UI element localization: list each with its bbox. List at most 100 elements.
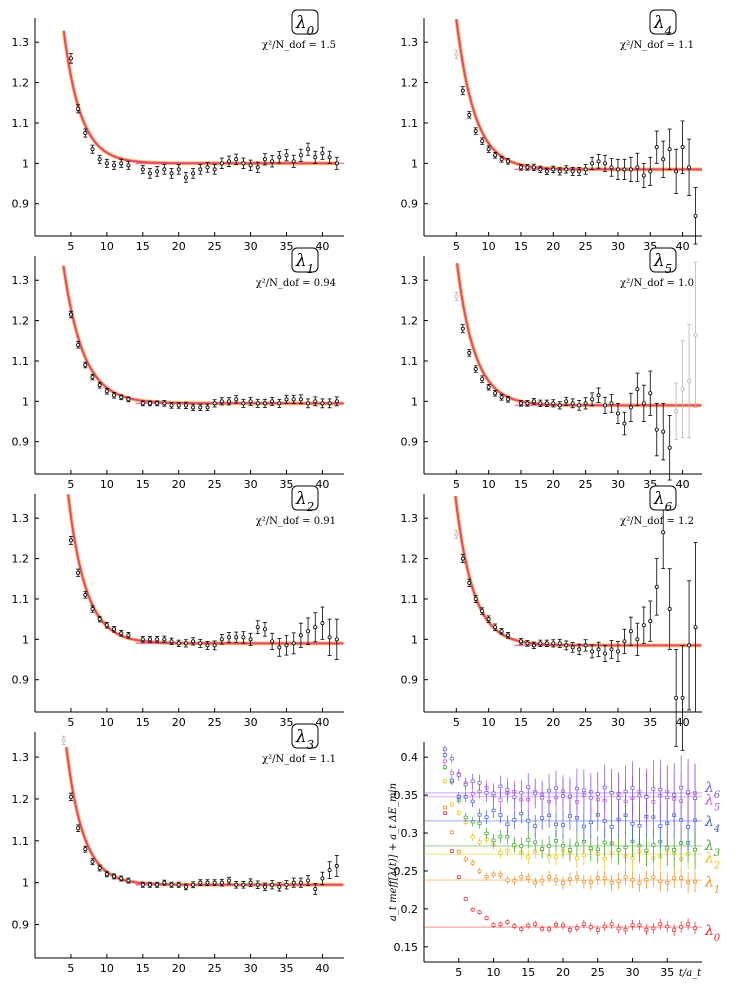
- y-tick-label: 1: [22, 633, 29, 646]
- marker: [473, 596, 478, 601]
- x-tick-label: 20: [546, 240, 560, 253]
- marker: [219, 399, 224, 404]
- x-tick-label: 15: [514, 716, 528, 729]
- data-point: [470, 816, 475, 827]
- level-label: λ5: [704, 793, 720, 814]
- marker: [595, 876, 600, 880]
- marker: [277, 155, 282, 160]
- data-point: [538, 165, 543, 174]
- data-point: [456, 792, 461, 802]
- data-point: [119, 875, 124, 882]
- data-point: [581, 919, 586, 929]
- marker: [313, 399, 318, 404]
- x-tick-label: 5: [455, 966, 462, 979]
- marker: [648, 619, 653, 624]
- marker: [679, 925, 684, 929]
- marker: [635, 637, 640, 642]
- data-point: [574, 832, 579, 857]
- marker: [162, 401, 167, 406]
- data-point: [486, 383, 491, 391]
- x-tick-label: 5: [453, 478, 460, 491]
- marker: [97, 383, 102, 388]
- marker: [674, 169, 679, 174]
- marker: [547, 875, 552, 879]
- data-point: [581, 874, 586, 889]
- data-point: [518, 638, 523, 645]
- marker: [480, 377, 485, 382]
- panel-label: λ2: [295, 489, 314, 514]
- marker: [595, 847, 600, 851]
- marker: [449, 756, 454, 761]
- marker: [212, 643, 217, 648]
- y-axis-title: a_t meff[λ(t)] + a_t ΔE_min: [388, 783, 399, 921]
- data-point: [644, 768, 649, 826]
- marker: [491, 923, 496, 927]
- marker: [623, 927, 628, 932]
- marker: [212, 167, 217, 172]
- data-point: [456, 769, 461, 781]
- data-point: [320, 606, 325, 640]
- x-tick-label: 30: [626, 966, 640, 979]
- marker: [97, 617, 102, 622]
- marker: [126, 633, 131, 638]
- marker: [526, 923, 531, 928]
- data-point: [480, 607, 485, 615]
- data-point: [97, 381, 102, 389]
- marker: [518, 401, 523, 406]
- marker: [442, 805, 447, 810]
- x-tick-label: 40: [315, 716, 329, 729]
- marker: [531, 643, 536, 648]
- marker: [648, 169, 653, 174]
- data-point: [320, 871, 325, 886]
- y-tick-label: 1.1: [401, 355, 419, 368]
- marker: [176, 403, 181, 408]
- marker: [126, 397, 131, 402]
- x-tick-label: 25: [579, 478, 593, 491]
- data-point: [112, 626, 117, 633]
- marker: [561, 844, 565, 848]
- data-point: [574, 923, 579, 933]
- data-point: [564, 640, 569, 651]
- data-point: [596, 387, 601, 403]
- data-point: [484, 783, 489, 802]
- marker: [512, 818, 517, 822]
- marker: [616, 926, 621, 931]
- data-point: [506, 396, 511, 403]
- data-point: [291, 394, 296, 404]
- data-point: [477, 837, 482, 847]
- x-tick-label: 40: [315, 478, 329, 491]
- y-tick-label: 1.3: [12, 274, 30, 287]
- marker: [561, 794, 565, 798]
- x-tick-label: 20: [546, 478, 560, 491]
- data-point: [147, 168, 152, 179]
- data-point: [615, 402, 620, 424]
- marker: [554, 878, 559, 882]
- x-tick-label: 25: [208, 962, 222, 975]
- data-point: [270, 396, 275, 406]
- data-point: [648, 156, 653, 186]
- x-tick-label: 35: [280, 962, 294, 975]
- data-point: [313, 396, 318, 407]
- data-point: [169, 402, 174, 409]
- data-point: [616, 773, 621, 824]
- x-tick-label: 15: [521, 966, 535, 979]
- marker: [255, 882, 260, 887]
- data-point: [533, 920, 538, 928]
- marker: [119, 876, 124, 881]
- marker: [512, 795, 517, 799]
- marker: [191, 639, 196, 644]
- data-point: [554, 811, 559, 838]
- marker: [667, 445, 672, 450]
- marker: [162, 167, 167, 172]
- panel-label: λ4: [653, 13, 672, 38]
- data-point: [551, 399, 556, 408]
- marker: [76, 342, 81, 347]
- marker: [212, 401, 217, 406]
- data-point: [191, 637, 196, 646]
- data-point: [588, 875, 593, 890]
- data-point: [484, 827, 489, 840]
- data-point: [119, 158, 124, 168]
- x-tick-label: 40: [315, 240, 329, 253]
- marker: [644, 848, 649, 853]
